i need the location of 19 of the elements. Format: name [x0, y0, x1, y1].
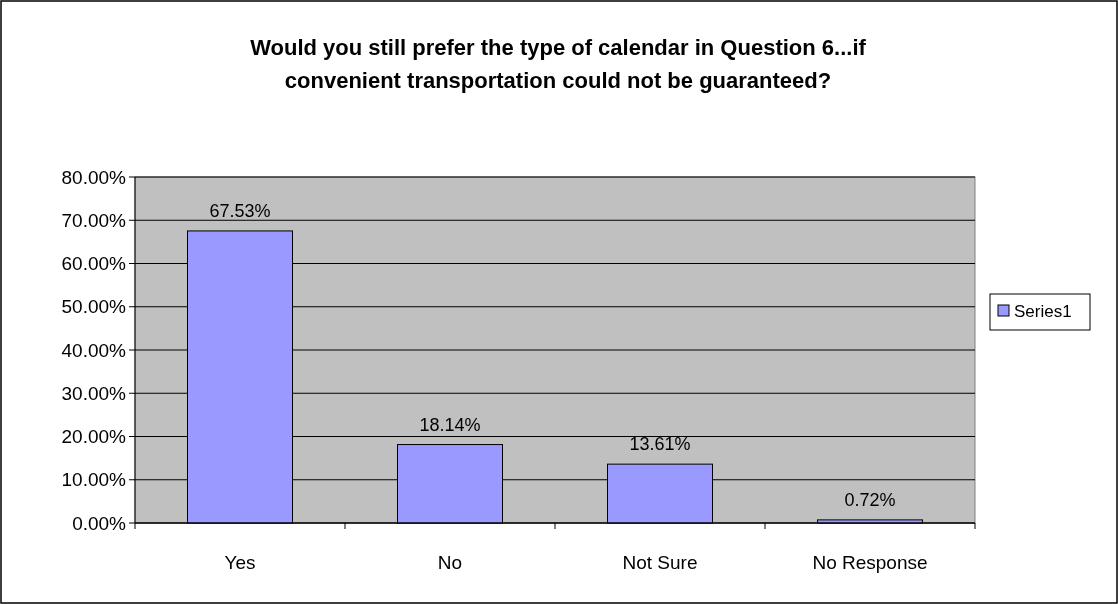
y-tick-label: 80.00%	[61, 166, 127, 188]
x-tick-label: No	[437, 552, 463, 573]
data-label: 13.61%	[629, 434, 691, 455]
y-tick-label: 20.00%	[61, 426, 127, 448]
x-tick-label: Yes	[224, 552, 256, 573]
y-tick-label: 60.00%	[61, 253, 127, 275]
y-tick-label: 40.00%	[61, 339, 127, 361]
x-tick-label: No Response	[812, 552, 928, 573]
legend-label: Series1	[1014, 301, 1072, 321]
y-tick-label: 30.00%	[61, 382, 127, 404]
y-tick-label: 50.00%	[61, 296, 127, 318]
data-label: 67.53%	[209, 200, 271, 221]
y-tick-label: 10.00%	[61, 469, 127, 491]
data-label: 18.14%	[419, 414, 481, 435]
y-tick-label: 0.00%	[72, 512, 127, 534]
y-tick-label: 70.00%	[61, 209, 127, 231]
x-tick-label: Not Sure	[622, 552, 698, 573]
chart-title: Would you still prefer the type of calendar in Question 6...if convenient transportation could not be guaranteed?	[250, 35, 867, 93]
data-label: 0.72%	[844, 489, 896, 510]
